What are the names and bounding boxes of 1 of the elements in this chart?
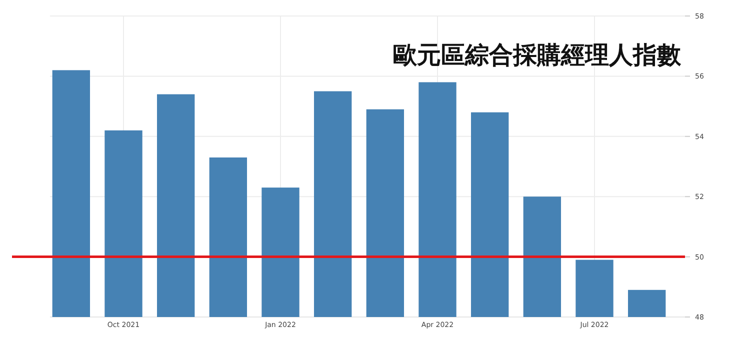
text: 歐元區綜合採購經理人指數 <box>393 41 682 69</box>
